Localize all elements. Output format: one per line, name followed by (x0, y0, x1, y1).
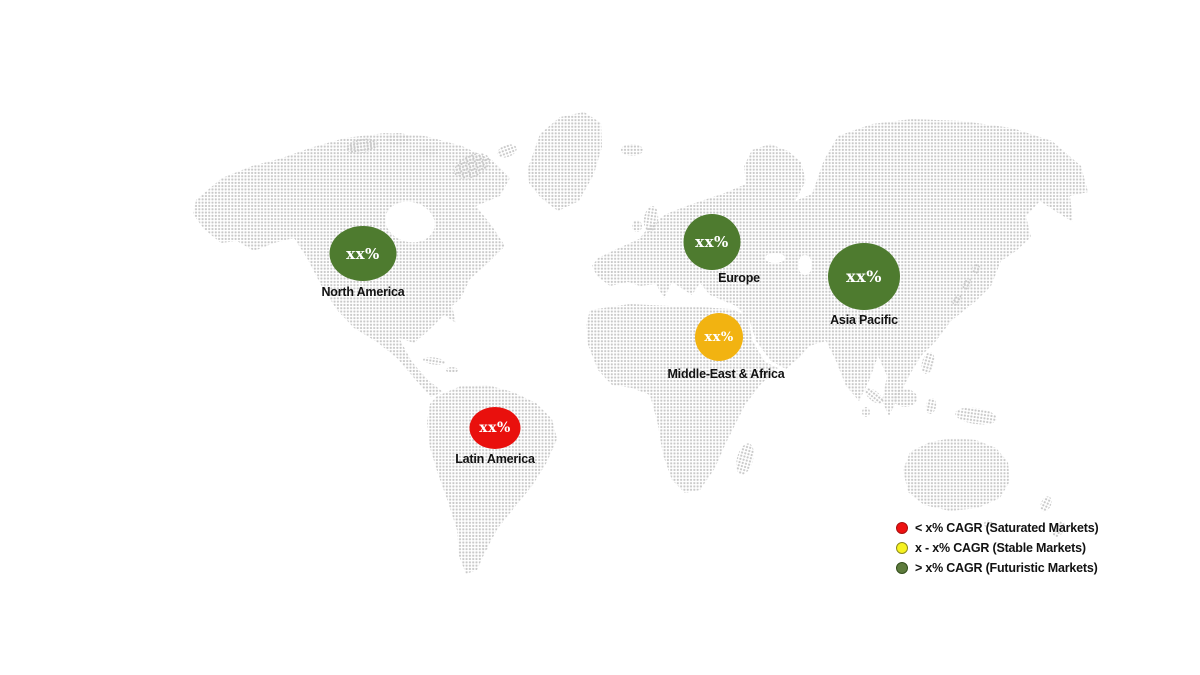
region-value: xx% (346, 244, 380, 263)
region-label-asia-pacific: Asia Pacific (830, 313, 898, 327)
region-bubble-europe: xx% (683, 214, 741, 270)
legend-item-stable: x - x% CAGR (Stable Markets) (896, 540, 1099, 555)
region-label-europe: Europe (718, 271, 760, 285)
region-bubble-middle-east-africa: xx% (695, 313, 743, 361)
legend-dot-red-icon (896, 521, 908, 534)
legend-dot-yellow-icon (896, 541, 908, 554)
legend-label: > x% CAGR (Futuristic Markets) (915, 560, 1098, 575)
legend-label: < x% CAGR (Saturated Markets) (915, 520, 1099, 535)
region-bubble-asia-pacific: xx% (828, 243, 900, 310)
region-value: xx% (695, 233, 729, 251)
cagr-legend: < x% CAGR (Saturated Markets) x - x% CAG… (896, 521, 1099, 581)
region-bubble-north-america: xx% (329, 226, 397, 281)
region-value: xx% (704, 329, 734, 345)
region-bubble-latin-america: xx% (469, 407, 521, 449)
legend-dot-green-icon (896, 561, 908, 574)
legend-label: x - x% CAGR (Stable Markets) (915, 540, 1086, 555)
region-value: xx% (846, 267, 882, 286)
region-label-north-america: North America (321, 285, 405, 299)
legend-item-futuristic: > x% CAGR (Futuristic Markets) (896, 560, 1099, 575)
region-label-latin-america: Latin America (455, 452, 535, 466)
region-value: xx% (479, 420, 511, 436)
legend-item-saturated: < x% CAGR (Saturated Markets) (896, 520, 1099, 535)
region-label-middle-east-africa: Middle-East & Africa (667, 367, 785, 381)
